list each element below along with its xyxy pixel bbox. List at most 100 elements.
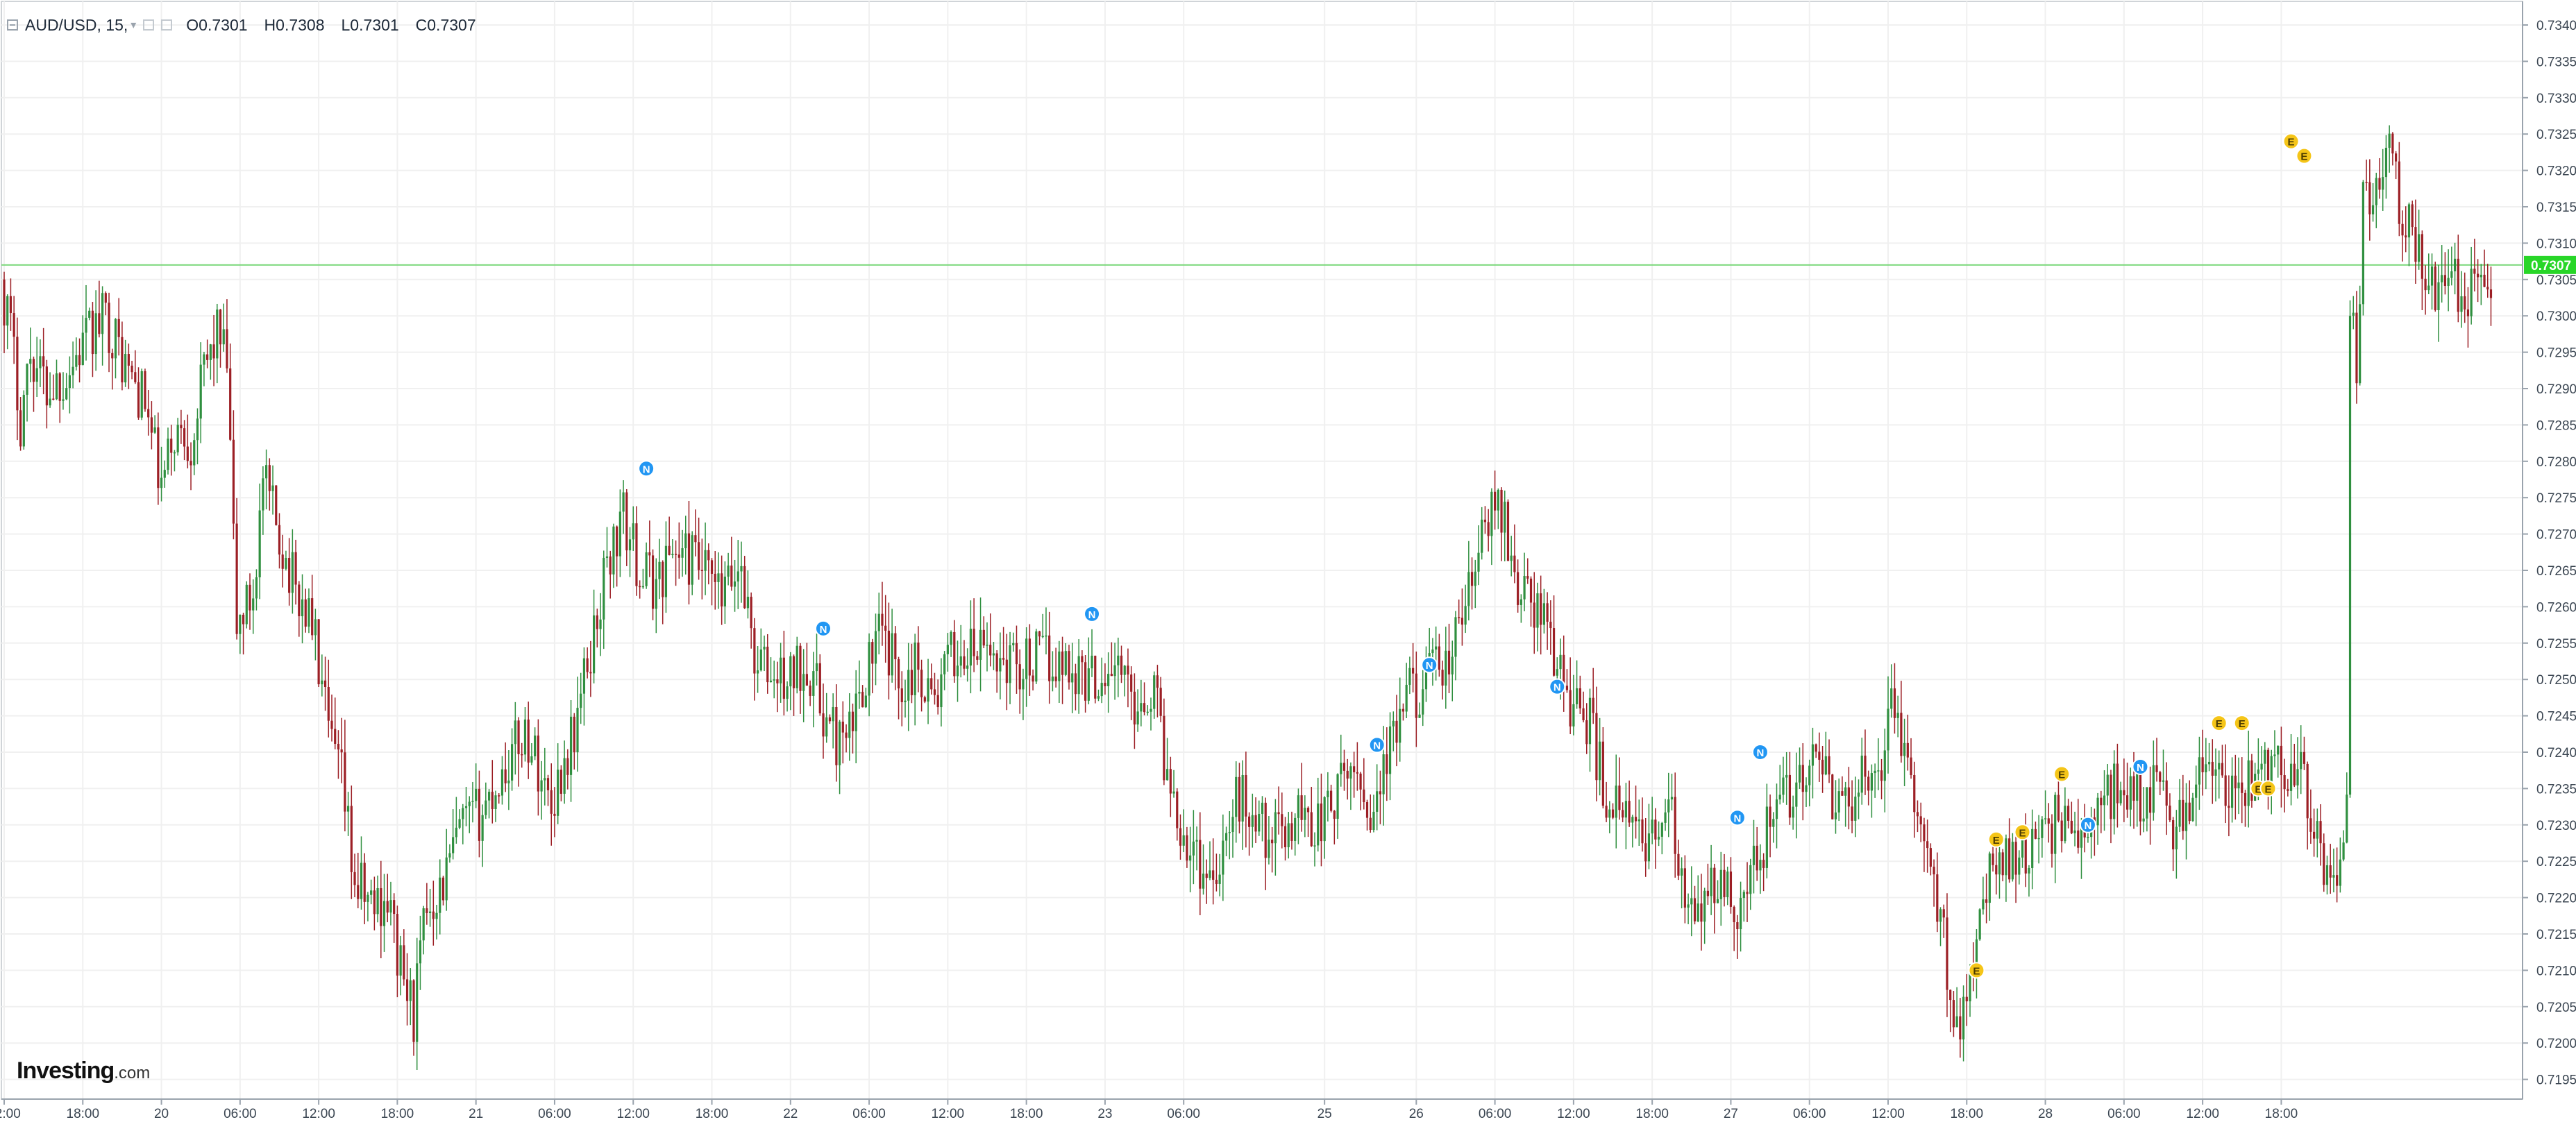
- candle-body: [2125, 795, 2129, 810]
- event-marker[interactable]: E: [2259, 780, 2277, 797]
- event-marker[interactable]: E: [2296, 147, 2313, 164]
- candle-body: [2119, 790, 2122, 804]
- candle-body: [1382, 754, 1385, 794]
- candle-body: [593, 615, 596, 674]
- x-tick-label: 06:00: [538, 1107, 571, 1121]
- y-tick-label: 0.7260: [2536, 600, 2576, 615]
- event-marker[interactable]: E: [2282, 133, 2300, 150]
- candle-body: [301, 599, 304, 617]
- candle-body: [976, 656, 979, 660]
- candle-body: [2355, 312, 2358, 384]
- news-marker[interactable]: N: [638, 460, 655, 477]
- candle-body: [117, 318, 120, 337]
- candle-body: [2152, 765, 2155, 813]
- candle-body: [242, 614, 245, 624]
- candle-body: [557, 770, 559, 816]
- news-marker[interactable]: N: [1421, 656, 1438, 674]
- candle-body: [1483, 519, 1487, 522]
- candle-body: [940, 674, 943, 708]
- candle-body: [2001, 852, 2004, 876]
- candle-body: [1772, 819, 1775, 827]
- news-marker[interactable]: N: [2079, 816, 2096, 833]
- candle-body: [1399, 708, 1401, 743]
- candle-body: [2466, 309, 2470, 316]
- candle-body: [1910, 757, 1912, 775]
- news-marker[interactable]: N: [815, 620, 832, 637]
- candle-body: [1113, 665, 1116, 677]
- candle-body: [2195, 784, 2198, 798]
- candle-body: [1182, 835, 1185, 846]
- candle-body: [1726, 872, 1729, 897]
- event-marker[interactable]: E: [2233, 715, 2250, 732]
- candle-body: [2191, 797, 2194, 822]
- candle-body: [995, 653, 998, 672]
- candle-body: [101, 293, 104, 334]
- candle-body: [589, 672, 592, 674]
- candle-body: [746, 597, 750, 609]
- candle-body: [262, 478, 264, 511]
- event-marker[interactable]: E: [2014, 824, 2031, 841]
- y-tick-label: 0.7340: [2536, 19, 2576, 33]
- candle-body: [475, 788, 478, 801]
- event-marker[interactable]: E: [1968, 962, 1985, 979]
- news-marker[interactable]: N: [2132, 758, 2149, 775]
- candle-body: [769, 680, 773, 683]
- candle-body: [1618, 785, 1621, 810]
- candle-body: [1762, 860, 1765, 868]
- candle-body: [1445, 650, 1447, 686]
- x-tick-label: 12:00: [1871, 1107, 1905, 1121]
- candle-body: [1441, 670, 1444, 686]
- candle-body: [468, 801, 471, 806]
- candle-body: [1054, 677, 1057, 681]
- settings-icon[interactable]: [143, 19, 155, 31]
- event-marker[interactable]: E: [2210, 715, 2228, 732]
- candle-body: [953, 631, 956, 677]
- candle-body: [108, 303, 110, 353]
- candle-body: [2421, 234, 2423, 279]
- candle-body: [452, 837, 455, 853]
- chevron-down-icon[interactable]: ▾: [131, 19, 137, 31]
- candle-body: [566, 758, 569, 775]
- candle-body: [1074, 673, 1077, 695]
- candle-body: [727, 566, 730, 577]
- news-marker[interactable]: N: [1751, 744, 1769, 760]
- news-marker[interactable]: N: [1368, 736, 1386, 754]
- news-marker[interactable]: N: [1084, 605, 1101, 622]
- candle-body: [1519, 599, 1522, 605]
- candle-body: [1460, 618, 1463, 625]
- candle-body: [625, 492, 628, 551]
- candle-body: [1634, 817, 1638, 822]
- candle-body: [1277, 812, 1280, 815]
- candle-body: [1828, 756, 1830, 775]
- candle-body: [2037, 838, 2040, 840]
- candle-body: [956, 665, 959, 677]
- candle-body: [2329, 865, 2332, 878]
- collapse-icon[interactable]: [7, 19, 18, 31]
- candle-body: [546, 778, 550, 790]
- symbol-label[interactable]: AUD/USD, 15,: [25, 15, 128, 34]
- event-marker[interactable]: E: [1987, 831, 2005, 848]
- candle-body: [448, 853, 451, 858]
- candle-body: [1045, 635, 1047, 637]
- news-marker[interactable]: N: [1549, 678, 1566, 695]
- close-icon[interactable]: [161, 19, 173, 31]
- candle-body: [2339, 859, 2341, 886]
- candle-body: [773, 679, 775, 681]
- candle-body: [321, 680, 323, 685]
- candle-body: [517, 720, 520, 754]
- candle-body: [599, 619, 602, 629]
- news-marker[interactable]: N: [1728, 809, 1746, 826]
- candle-body: [1877, 770, 1880, 772]
- candle-body: [668, 545, 671, 555]
- candle-body: [1467, 572, 1470, 606]
- candle-body: [1254, 815, 1257, 832]
- candle-body: [2178, 799, 2181, 827]
- series-legend[interactable]: AUD/USD, 15, ▾ O0.7301 H0.7308 L0.7301 C…: [7, 12, 476, 37]
- candle-body: [1018, 664, 1021, 690]
- x-tick-label: 06:00: [1793, 1107, 1826, 1121]
- event-marker[interactable]: E: [2053, 765, 2071, 783]
- candle-body: [1130, 674, 1133, 692]
